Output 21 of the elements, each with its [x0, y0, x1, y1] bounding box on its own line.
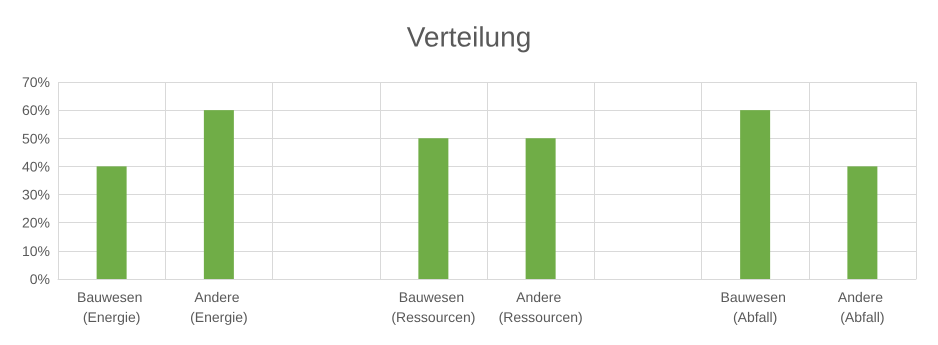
bar	[526, 138, 556, 279]
x-tick-label: Andere (Ressourcen)	[498, 289, 583, 325]
x-tick-label: Bauwesen (Ressourcen)	[391, 289, 476, 325]
x-tick-label: Andere (Abfall)	[838, 289, 887, 325]
y-tick-label: 40%	[22, 158, 50, 174]
chart-title: Verteilung	[406, 22, 532, 52]
bar	[96, 166, 127, 279]
x-tick-label: Bauwesen (Energie)	[76, 289, 146, 325]
bar	[204, 110, 234, 279]
y-tick-label: 30%	[22, 186, 50, 203]
bar	[740, 110, 770, 279]
y-tick-label: 20%	[22, 214, 50, 231]
bar	[418, 138, 448, 279]
y-tick-label: 50%	[22, 130, 50, 146]
y-tick-label: 60%	[22, 102, 50, 118]
x-tick-label: Andere (Energie)	[190, 289, 248, 325]
x-tick-label: Bauwesen (Abfall)	[720, 289, 790, 325]
y-tick-label: 70%	[22, 74, 50, 90]
bar	[847, 166, 878, 279]
y-tick-label: 10%	[22, 242, 50, 259]
y-tick-label: 0%	[30, 271, 50, 287]
